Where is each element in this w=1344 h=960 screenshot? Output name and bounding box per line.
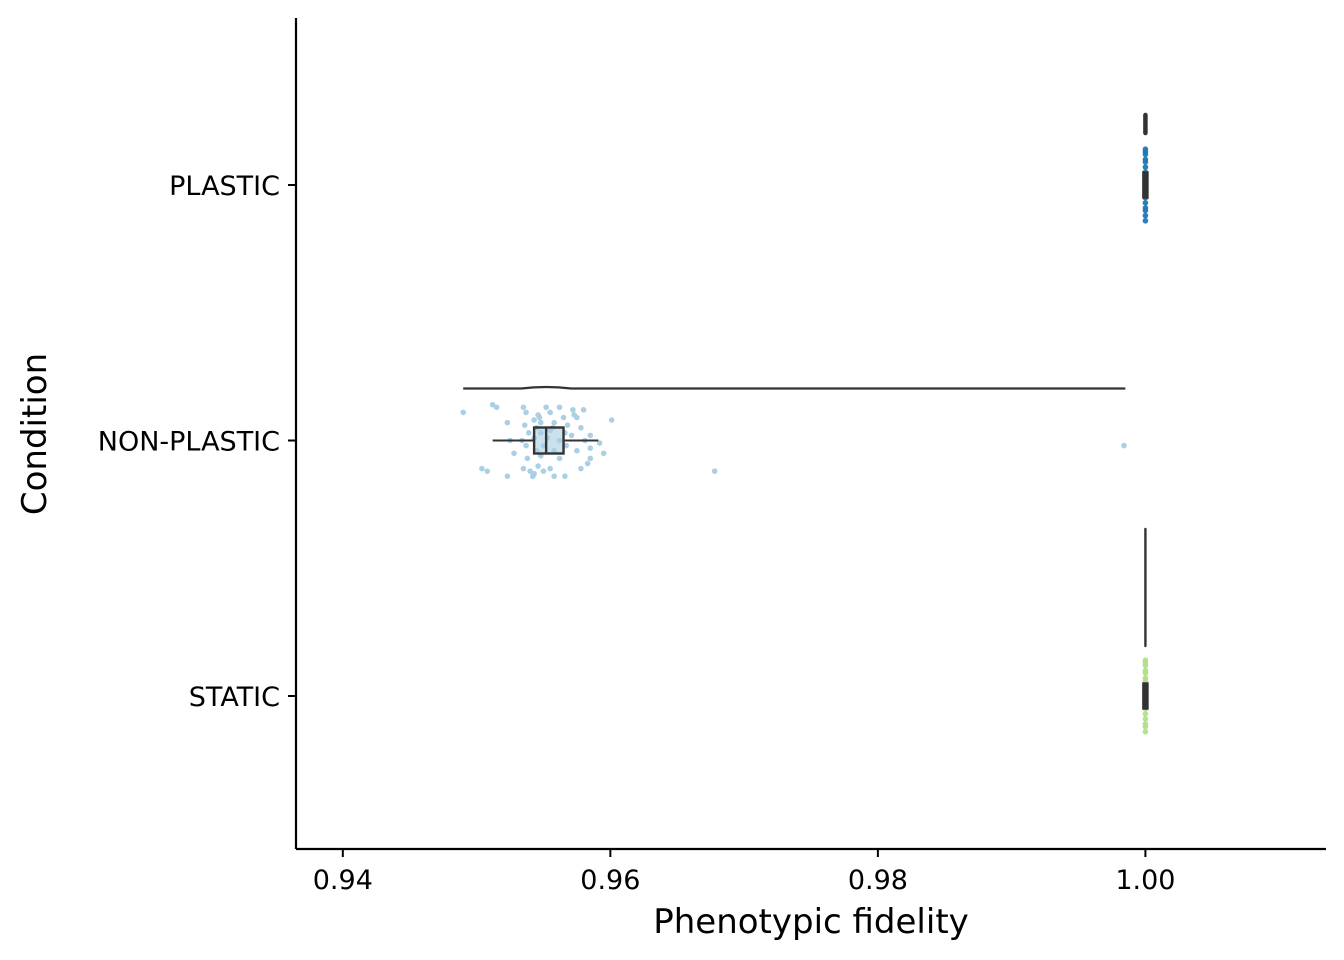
data-point (520, 404, 527, 411)
data-point (551, 473, 557, 480)
data-point (556, 455, 563, 462)
data-point (523, 409, 529, 416)
data-point (570, 407, 576, 413)
box (532, 426, 565, 455)
y-tick-label: STATIC (189, 682, 280, 713)
data-point (537, 419, 544, 426)
data-point (1142, 164, 1149, 170)
plot-area (460, 112, 1149, 735)
series-static (1142, 527, 1149, 735)
data-point (536, 414, 543, 421)
data-point (560, 414, 567, 421)
data-point (493, 404, 500, 411)
data-point (1142, 217, 1149, 224)
x-tick-label: 0.94 (313, 865, 373, 896)
x-axis-title: Phenotypic fidelity (653, 902, 969, 942)
density-cloud (463, 385, 1126, 390)
x-tick-label: 1.00 (1115, 865, 1175, 896)
data-point (1142, 728, 1149, 735)
box (1142, 171, 1149, 199)
data-point (511, 450, 517, 457)
x-axis: 0.94 0.96 0.98 1.00 (313, 849, 1175, 896)
data-point (563, 442, 570, 449)
data-point (1142, 677, 1149, 684)
data-point (711, 468, 718, 474)
data-point (520, 465, 527, 472)
data-point (578, 465, 584, 472)
data-point (527, 468, 533, 474)
data-point (531, 417, 537, 423)
data-point (525, 430, 532, 436)
data-point (460, 409, 467, 416)
data-point (524, 455, 531, 462)
data-point (540, 468, 547, 474)
box (1142, 682, 1149, 710)
data-point (489, 401, 496, 408)
data-point (543, 404, 549, 411)
data-point (596, 440, 603, 446)
data-point (580, 407, 587, 413)
data-point (587, 432, 594, 439)
data-point (531, 470, 537, 477)
y-tick-label: NON-PLASTIC (98, 427, 280, 458)
data-point (1142, 200, 1149, 206)
data-point (551, 419, 557, 426)
data-point (1142, 723, 1149, 730)
data-point (484, 468, 491, 474)
data-point (521, 422, 528, 428)
y-axis-title: Condition (15, 353, 55, 515)
data-point (608, 417, 615, 423)
x-tick-label: 0.96 (580, 865, 640, 896)
data-point (562, 473, 568, 480)
data-point (547, 465, 553, 472)
data-point (1121, 442, 1127, 449)
data-point (574, 447, 580, 454)
data-point (1142, 711, 1149, 717)
data-point (547, 409, 553, 416)
data-point (571, 412, 578, 418)
data-point (1142, 212, 1149, 219)
data-point (556, 404, 563, 411)
series-plastic (1142, 112, 1149, 224)
data-point (587, 455, 594, 462)
data-point (504, 473, 511, 480)
data-point (535, 463, 541, 469)
data-point (578, 424, 584, 431)
data-point (479, 465, 485, 472)
y-tick-label: PLASTIC (169, 171, 280, 202)
x-tick-label: 0.98 (848, 865, 908, 896)
data-point (523, 442, 529, 449)
series-non-plastic (460, 385, 1127, 480)
data-point (1142, 662, 1149, 669)
y-axis: PLASTIC NON-PLASTIC STATIC (98, 171, 296, 713)
data-point (504, 419, 511, 426)
data-point (587, 445, 594, 451)
data-point (1142, 207, 1149, 214)
data-point (564, 422, 571, 428)
data-point (568, 432, 575, 439)
data-point (1142, 716, 1149, 722)
data-point (600, 450, 607, 457)
data-point (1142, 159, 1149, 165)
data-point (1142, 670, 1149, 676)
data-point (584, 460, 591, 467)
data-point (1142, 151, 1149, 158)
